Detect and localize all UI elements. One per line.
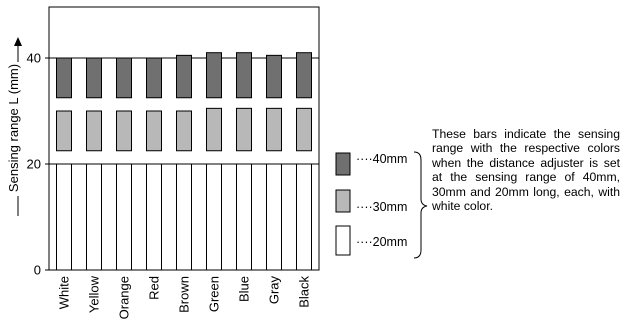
x-tick-label-red: Red: [147, 276, 162, 300]
bar-white-40mm: [56, 57, 72, 99]
bar-orange-30mm: [116, 110, 132, 152]
legend-label-40mm: ····40mm: [356, 152, 408, 166]
x-tick-label-gray: Gray: [267, 276, 282, 305]
x-tick-label-orange: Orange: [117, 276, 132, 319]
y-tick-label-20: 20: [27, 157, 41, 172]
bar-green-20mm: [206, 163, 222, 271]
legend-swatch-20mm: [335, 225, 351, 256]
bar-yellow-40mm: [86, 57, 102, 99]
bar-brown-40mm: [176, 54, 192, 99]
bar-gray-30mm: [266, 107, 282, 152]
legend-swatch-30mm: [335, 189, 351, 213]
bar-blue-30mm: [236, 107, 252, 152]
bar-yellow-30mm: [86, 110, 102, 152]
bar-green-40mm: [206, 52, 222, 99]
bar-blue-20mm: [236, 163, 252, 271]
y-axis-arrow-head: [14, 37, 22, 46]
legend-description: These bars indicate the sensing range wi…: [432, 127, 620, 214]
legend-brace: [413, 151, 428, 259]
bar-gray-20mm: [266, 163, 282, 271]
bar-blue-40mm: [236, 52, 252, 99]
bar-orange-40mm: [116, 57, 132, 99]
x-tick-label-blue: Blue: [237, 276, 252, 302]
bar-red-20mm: [146, 163, 162, 271]
x-tick-label-yellow: Yellow: [87, 275, 102, 313]
x-tick-label-brown: Brown: [177, 276, 192, 313]
bar-white-20mm: [56, 163, 72, 271]
bar-black-40mm: [296, 52, 312, 99]
bar-black-30mm: [296, 107, 312, 152]
legend-swatch-40mm: [335, 152, 351, 176]
bar-gray-40mm: [266, 54, 282, 99]
bar-yellow-20mm: [86, 163, 102, 271]
bar-white-30mm: [56, 110, 72, 152]
bar-red-40mm: [146, 57, 162, 99]
bar-brown-30mm: [176, 110, 192, 152]
legend-label-20mm: ····20mm: [356, 235, 408, 249]
plot-frame: [48, 6, 320, 271]
bar-orange-20mm: [116, 163, 132, 271]
x-tick-label-white: White: [57, 276, 72, 309]
y-tick-label-40: 40: [27, 51, 41, 66]
bar-green-30mm: [206, 107, 222, 152]
y-tick-label-0: 0: [34, 263, 41, 278]
bar-black-20mm: [296, 163, 312, 271]
legend-label-30mm: ····30mm: [356, 200, 408, 214]
y-axis-label: Sensing range L (mm): [6, 64, 21, 192]
bar-brown-20mm: [176, 163, 192, 271]
x-tick-label-green: Green: [207, 276, 222, 312]
bar-red-30mm: [146, 110, 162, 152]
x-tick-label-black: Black: [297, 276, 312, 308]
